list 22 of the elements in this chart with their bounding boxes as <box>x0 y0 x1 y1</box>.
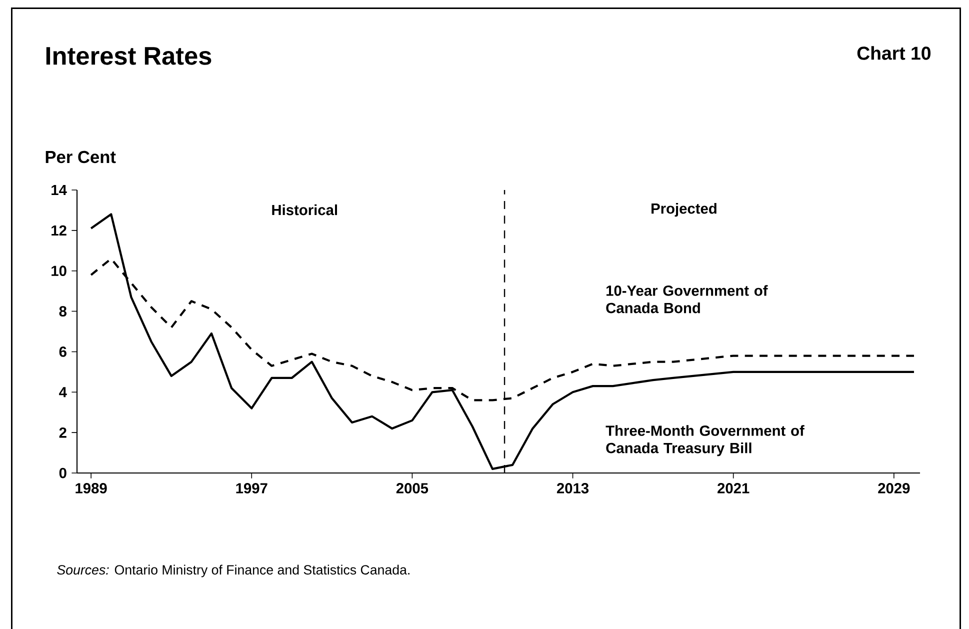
x-tick-label: 2021 <box>718 483 750 494</box>
y-tick-label: 2 <box>59 427 66 438</box>
y-tick-label: 14 <box>52 184 67 196</box>
y-tick-label: 4 <box>59 387 67 398</box>
y-tick-label: 6 <box>59 346 66 357</box>
text: Sources: Ontario Ministry of Finance and Statistics Canada. <box>57 564 410 578</box>
x-tick-label: 1989 <box>76 483 107 494</box>
x-tick-label: 2013 <box>556 483 589 494</box>
x-tick-label: 1997 <box>236 483 268 494</box>
y-axis-title: Per Cent <box>46 150 116 164</box>
y-tick-label: 12 <box>52 225 66 236</box>
text: 10-Year Government of Canada Bond <box>606 285 768 314</box>
x-tick-label: 2005 <box>396 483 428 494</box>
annotation: Historical <box>272 204 337 216</box>
annotation: Projected <box>652 202 716 217</box>
y-tick-label: 0 <box>59 468 66 478</box>
chart-title: Interest Rates <box>46 47 212 65</box>
text: Three-Month Government of Canada Treasury Bill <box>606 425 804 456</box>
y-tick-label: 10 <box>52 266 66 276</box>
y-tick-label: 8 <box>59 306 67 316</box>
x-tick-label: 2029 <box>878 483 910 494</box>
chart-subtitle: Chart 10 <box>857 46 931 60</box>
